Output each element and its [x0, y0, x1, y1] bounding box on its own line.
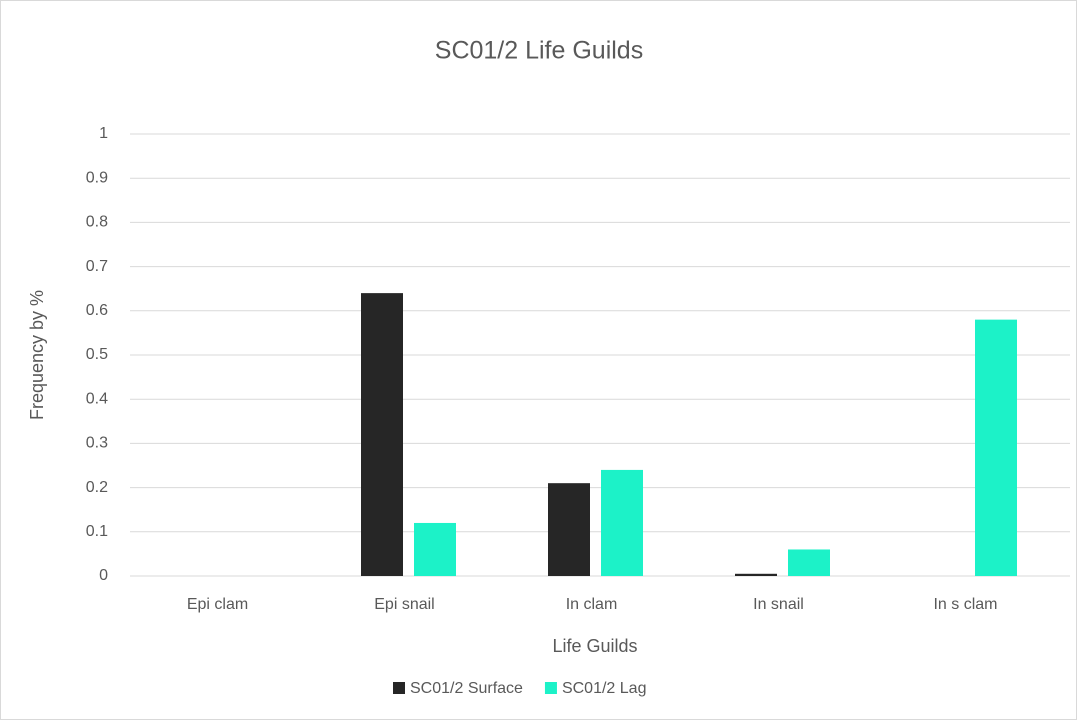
legend-label: SC01/2 Lag — [562, 680, 647, 697]
y-axis-label: Frequency by % — [27, 290, 47, 420]
legend-swatch — [544, 682, 557, 694]
x-tick-label: In clam — [566, 596, 618, 613]
bar — [548, 483, 590, 576]
y-tick-label: 1 — [99, 125, 108, 142]
y-tick-label: 0.6 — [86, 302, 108, 319]
chart-title: SC01/2 Life Guilds — [435, 37, 643, 65]
legend-swatch — [393, 682, 405, 694]
bar — [975, 319, 1017, 576]
bar — [414, 522, 456, 576]
x-tick-label: In snail — [753, 596, 804, 613]
y-tick-label: 0.2 — [86, 479, 108, 496]
x-tick-label: In s clam — [933, 596, 997, 613]
legend-label: SC01/2 Surface — [410, 680, 523, 697]
y-tick-label: 0.9 — [86, 169, 108, 186]
x-tick-label: Epi snail — [374, 596, 434, 613]
y-tick-label: 0.1 — [86, 523, 108, 540]
y-tick-label: 0.8 — [86, 214, 108, 231]
y-tick-label: 0 — [99, 567, 108, 584]
bar — [361, 293, 403, 576]
y-tick-label: 0.3 — [86, 435, 108, 452]
y-tick-label: 0.5 — [86, 346, 108, 363]
bar — [788, 549, 830, 576]
bar — [601, 469, 643, 576]
x-tick-label: Epi clam — [187, 596, 248, 613]
x-axis-label: Life Guilds — [552, 636, 637, 656]
y-tick-label: 0.7 — [86, 258, 108, 275]
y-tick-label: 0.4 — [86, 390, 108, 407]
bar — [735, 573, 777, 576]
